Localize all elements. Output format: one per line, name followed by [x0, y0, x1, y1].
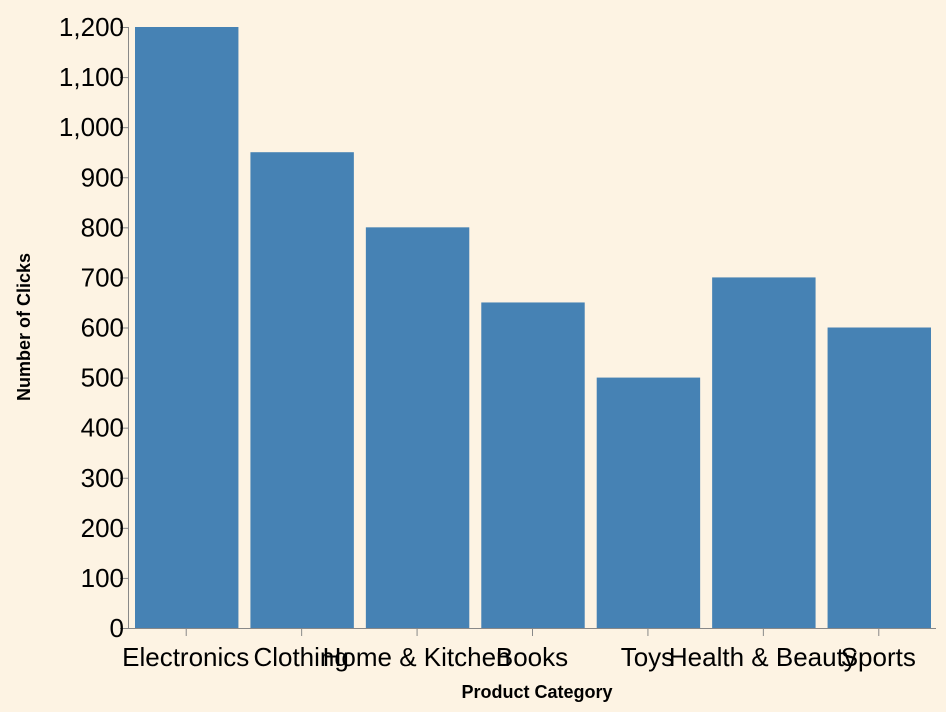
y-tick-label: 0 [110, 613, 124, 643]
bar [135, 27, 239, 628]
bar [250, 152, 354, 629]
y-tick-label: 300 [81, 463, 124, 493]
y-axis: 0 100 200 300 400 500 600 700 800 900 1,000 1,100 1,… [59, 12, 129, 643]
x-axis-title: Product Category [461, 682, 612, 702]
y-tick-label: 100 [81, 563, 124, 593]
y-tick-label: 1,100 [59, 62, 124, 92]
y-tick-label: 200 [81, 513, 124, 543]
x-tick-label: Clothing [253, 642, 348, 672]
y-tick-label: 1,200 [59, 12, 124, 42]
bars [135, 27, 931, 629]
y-tick-label: 700 [81, 262, 124, 292]
y-tick-label: 400 [81, 413, 124, 443]
bar [481, 302, 585, 628]
y-axis-title: Number of Clicks [14, 253, 34, 401]
x-tick-label: Home & Kitchen [323, 642, 511, 672]
x-tick-label: Health & Beauty [669, 642, 857, 672]
x-tick-label: Sports [841, 642, 916, 672]
y-tick-label: 800 [81, 212, 124, 242]
bar [365, 227, 470, 629]
y-tick-label: 500 [81, 363, 124, 393]
x-tick-label: Toys [621, 642, 674, 672]
y-tick-label: 600 [81, 313, 124, 343]
x-tick-label: Electronics [122, 642, 249, 672]
x-tick-label: Books [496, 642, 568, 672]
bar [712, 277, 816, 628]
y-tick-label: 900 [81, 162, 124, 192]
y-tick-label: 1,000 [59, 112, 124, 142]
bar [827, 327, 931, 628]
bar [596, 377, 701, 628]
